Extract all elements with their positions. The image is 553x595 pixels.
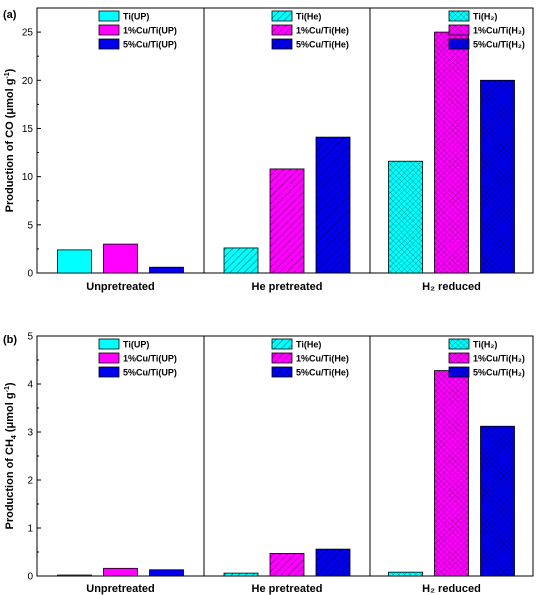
y-axis-title-part: -1 xyxy=(4,72,11,78)
panel-a-legend-label: 5%Cu/Ti(H₂) xyxy=(473,40,525,50)
panel-b-y-tick-label: 3 xyxy=(27,428,33,439)
panel-a-legend-swatch xyxy=(98,38,120,50)
y-axis-title-part: ) xyxy=(4,382,16,386)
panel-a-category-label: H₂ reduced xyxy=(422,281,481,293)
y-axis-title-part: Production of CH xyxy=(4,439,16,529)
panel-b-legend-label: Ti(He) xyxy=(296,340,321,350)
panel-a-bar xyxy=(57,249,92,274)
panel-a-bar xyxy=(103,243,138,274)
panel-a-legend-swatch xyxy=(448,38,470,50)
panel-a-category-label: Unpretreated xyxy=(86,281,154,293)
panel-b-bar xyxy=(480,425,515,577)
panel-b-legend-label: Ti(UP) xyxy=(123,340,149,350)
panel-b-legend-label: 5%Cu/Ti(He) xyxy=(296,368,349,378)
panel-a-y-tick-label: 20 xyxy=(22,76,34,87)
panel-b-y-tick-label: 1 xyxy=(27,524,33,535)
panel-b-legend-swatch xyxy=(98,352,120,364)
panel-a-legend-swatch xyxy=(98,10,120,22)
panel-a-legend-label: 1%Cu/Ti(UP) xyxy=(123,26,177,36)
panel-a-y-tick-label: 15 xyxy=(22,124,34,135)
panel-a-y-axis-title: Production of CO (μmol g-1) xyxy=(4,68,16,212)
y-axis-title-part: -1 xyxy=(4,386,11,392)
panel-a-legend-label: 1%Cu/Ti(H₂) xyxy=(473,26,525,36)
panel-b-bar xyxy=(103,567,138,577)
panel-b-legend-swatch xyxy=(98,338,120,350)
panel-b-bar xyxy=(57,574,92,577)
y-axis-title-part: Production of CO (μmol g xyxy=(4,79,16,213)
panel-b-bar xyxy=(269,553,305,577)
y-axis-title-part: (μmol g xyxy=(4,392,16,435)
panel-a: 0 5 10 15 20 25 (a) Production of CO (μmol g-1)… xyxy=(3,7,534,293)
panel-b-bar xyxy=(149,569,184,577)
panel-a-bar xyxy=(315,136,351,274)
panel-a-legend-swatch xyxy=(448,24,470,36)
panel-a-legend-label: 1%Cu/Ti(He) xyxy=(296,26,349,36)
panel-b-y-tick-label: 5 xyxy=(27,332,33,343)
panel-b-y-tick-label: 0 xyxy=(27,572,33,583)
panel-b-legend-swatch xyxy=(98,366,120,378)
panel-a-legend-swatch xyxy=(448,10,470,22)
panel-a-bar xyxy=(149,266,184,274)
panel-b-legend-swatch xyxy=(271,338,293,350)
panel-a-y-tick-label: 5 xyxy=(27,220,33,231)
panel-b-bar xyxy=(315,548,351,577)
panel-b-legend-label: 1%Cu/Ti(He) xyxy=(296,354,349,364)
panel-b-bar xyxy=(434,370,469,577)
panel-b-y-tick-label: 4 xyxy=(27,380,33,391)
panel-a-legend-swatch xyxy=(271,24,293,36)
panel-b-legend-swatch xyxy=(448,352,470,364)
panel-a-bar xyxy=(269,168,305,274)
panel-a-legend-swatch xyxy=(271,10,293,22)
panel-b-legend-label: 1%Cu/Ti(UP) xyxy=(123,354,177,364)
panel-a-bar xyxy=(480,79,515,274)
panel-a-legend-label: Ti(UP) xyxy=(123,12,149,22)
panel-b-category-label: Unpretreated xyxy=(86,583,154,595)
panel-a-y-tick-label: 0 xyxy=(27,269,33,280)
panel-a-legend-label: Ti(H₂) xyxy=(473,12,497,22)
panel-a-legend-label: 5%Cu/Ti(UP) xyxy=(123,40,177,50)
panel-a-legend-swatch xyxy=(98,24,120,36)
panel-a-y-tick-label: 10 xyxy=(22,172,34,183)
panel-b-legend-swatch xyxy=(271,352,293,364)
panel-a-legend-label: 5%Cu/Ti(He) xyxy=(296,40,349,50)
panel-a-bar xyxy=(434,31,469,274)
panel-b-y-tick-label: 2 xyxy=(27,476,33,487)
y-axis-title-part: ) xyxy=(4,68,16,72)
panel-b-legend-label: 5%Cu/Ti(H₂) xyxy=(473,368,525,378)
panel-a-category-label: He pretreated xyxy=(252,281,323,293)
panel-b-legend-swatch xyxy=(448,338,470,350)
panel-a-bar xyxy=(388,160,423,274)
panel-b-legend-label: Ti(H₂) xyxy=(473,340,497,350)
panel-a-bar xyxy=(223,247,259,274)
panel-b-y-axis-title: Production of CH4 (μmol g-1) xyxy=(4,382,18,529)
panel-b-legend-label: 1%Cu/Ti(H₂) xyxy=(473,354,525,364)
panel-a-legend-swatch xyxy=(271,38,293,50)
panel-b-legend-label: 5%Cu/Ti(UP) xyxy=(123,368,177,378)
y-axis-title-part: 4 xyxy=(11,435,18,439)
panel-a-label: (a) xyxy=(3,9,17,21)
panel-a-y-tick-label: 25 xyxy=(22,28,34,39)
panel-b-bar xyxy=(388,571,423,577)
panel-b-bar xyxy=(223,572,259,577)
panel-b-legend-swatch xyxy=(448,366,470,378)
panel-b-label: (b) xyxy=(3,334,17,346)
panel-b-legend-swatch xyxy=(271,366,293,378)
panel-b-category-label: He pretreated xyxy=(252,583,323,595)
panel-b-category-label: H₂ reduced xyxy=(422,583,481,595)
panel-a-legend-label: Ti(He) xyxy=(296,12,321,22)
